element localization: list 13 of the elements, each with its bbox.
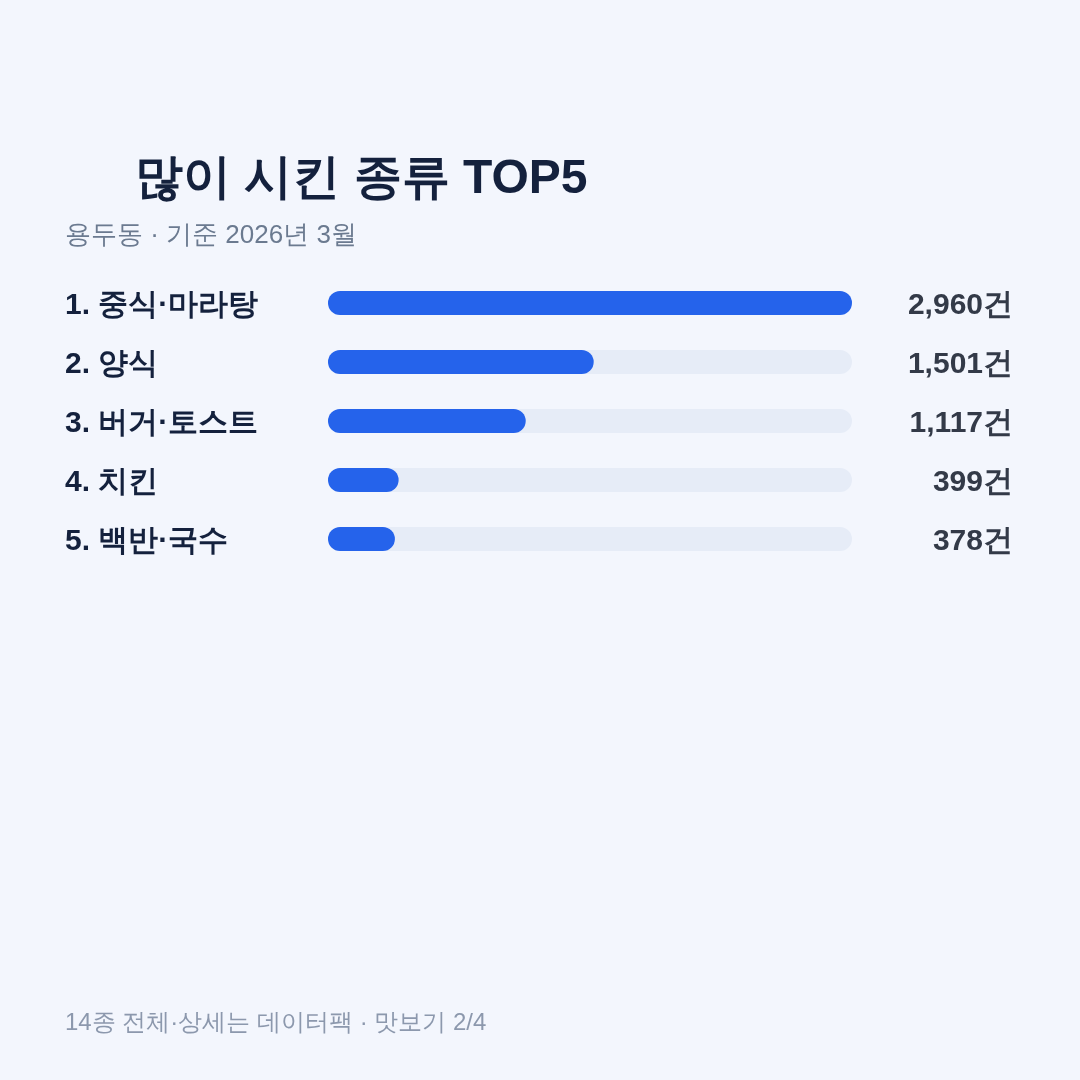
category: 1. 중식·마라탕	[65, 287, 259, 320]
value-label: 378건	[932, 523, 1013, 556]
title: 많이 시킨 종류 TOP5	[135, 150, 588, 203]
value-label: 1,501건	[907, 346, 1013, 379]
annotation: 14종 전체·상세는 데이터팩 · 맛보기 2/4	[65, 1008, 487, 1035]
category: 5. 백반·국수	[65, 523, 229, 556]
subtitle: 용두동 · 기준 2026년 3월	[65, 219, 357, 249]
value-label: 1,117건	[909, 405, 1013, 438]
category: 2. 양식	[65, 346, 159, 379]
category: 3. 버거·토스트	[65, 405, 259, 438]
value-label: 399건	[932, 464, 1013, 497]
category: 4. 치킨	[65, 464, 159, 497]
value-label: 2,960건	[907, 287, 1013, 320]
